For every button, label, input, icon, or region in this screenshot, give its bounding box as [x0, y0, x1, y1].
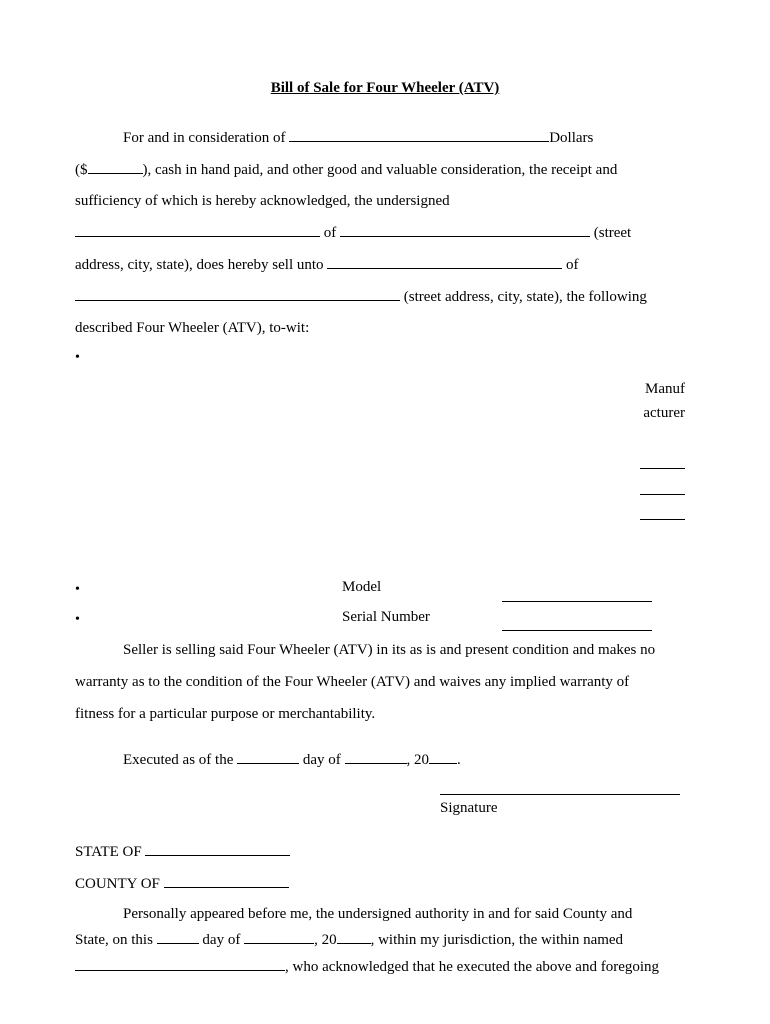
- text-segment: day of: [199, 932, 244, 948]
- county-of-line: COUNTY OF: [75, 871, 695, 899]
- manufacturer-blank-stack: [75, 453, 695, 530]
- manufacturer-label: Manuf acturer: [75, 377, 695, 425]
- consideration-line-2: ($ ), cash in hand paid, and other good a…: [75, 157, 695, 185]
- text-segment: acturer: [643, 405, 685, 421]
- text-segment: address, city, state), does hereby sell …: [75, 257, 327, 273]
- text-segment: Executed as of the: [123, 752, 237, 768]
- blank-exec-day[interactable]: [237, 749, 299, 763]
- blank-notary-month[interactable]: [244, 930, 314, 944]
- text-segment: ($: [75, 162, 88, 178]
- blank-amount-words[interactable]: [289, 128, 549, 142]
- buyer-line-2: (street address, city, state), the follo…: [75, 284, 695, 312]
- text-segment: (street address, city, state), the follo…: [400, 289, 647, 305]
- text-segment: day of: [299, 752, 344, 768]
- blank-notary-name[interactable]: [75, 956, 285, 970]
- text-segment: of: [320, 225, 340, 241]
- text-segment: , who acknowledged that he executed the …: [285, 959, 659, 975]
- blank-exec-month[interactable]: [345, 749, 407, 763]
- blank-buyer-name[interactable]: [327, 255, 562, 269]
- consideration-line-3: sufficiency of which is hereby acknowled…: [75, 188, 695, 216]
- blank-county[interactable]: [164, 874, 289, 888]
- notary-line-3: , who acknowledged that he executed the …: [75, 956, 695, 979]
- blank-model[interactable]: [502, 587, 652, 601]
- blank-amount-numeric[interactable]: [88, 159, 143, 173]
- text-segment: STATE OF: [75, 844, 145, 860]
- blank-manufacturer-2[interactable]: [640, 481, 685, 495]
- to-wit-line: described Four Wheeler (ATV), to-wit:: [75, 315, 695, 343]
- blank-signature-line[interactable]: [440, 780, 680, 795]
- document-title: Bill of Sale for Four Wheeler (ATV): [75, 75, 695, 103]
- text-segment: State, on this: [75, 932, 157, 948]
- state-of-line: STATE OF: [75, 839, 695, 867]
- blank-serial[interactable]: [502, 617, 652, 631]
- signature-label: Signature: [440, 795, 695, 823]
- warranty-line-3: fitness for a particular purpose or merc…: [75, 701, 695, 729]
- notary-line-1: Personally appeared before me, the under…: [75, 903, 695, 926]
- text-segment: Dollars: [549, 130, 593, 146]
- text-segment: Manuf: [645, 381, 685, 397]
- text-segment: .: [457, 752, 461, 768]
- text-segment: For and in consideration of: [123, 130, 289, 146]
- warranty-line-1: Seller is selling said Four Wheeler (ATV…: [75, 637, 695, 665]
- blank-notary-year[interactable]: [337, 930, 371, 944]
- serial-row: • Serial Number: [75, 604, 695, 632]
- blank-manufacturer-1[interactable]: [640, 455, 685, 469]
- text-segment: (street: [590, 225, 631, 241]
- executed-line: Executed as of the day of , 20.: [75, 747, 695, 775]
- bullet-marker: •: [75, 579, 87, 601]
- blank-exec-year[interactable]: [429, 749, 457, 763]
- serial-label: Serial Number: [342, 604, 502, 632]
- blank-notary-day[interactable]: [157, 930, 199, 944]
- text-segment: COUNTY OF: [75, 876, 164, 892]
- text-segment: , within my jurisdiction, the within nam…: [371, 932, 623, 948]
- text-segment: , 20: [407, 752, 430, 768]
- consideration-line-1: For and in consideration of Dollars: [75, 125, 695, 153]
- blank-seller-name[interactable]: [75, 223, 320, 237]
- notary-line-2: State, on this day of , 20 , within my ju…: [75, 929, 695, 952]
- blank-buyer-address[interactable]: [75, 286, 400, 300]
- bullet-marker: •: [75, 609, 87, 631]
- blank-seller-address[interactable]: [340, 223, 590, 237]
- state-county-block: STATE OF COUNTY OF: [75, 839, 695, 899]
- bullet-marker: •: [75, 347, 695, 369]
- text-segment: of: [562, 257, 578, 273]
- model-label: Model: [342, 574, 502, 602]
- seller-line: of (street: [75, 220, 695, 248]
- model-row: • Model: [75, 574, 695, 602]
- buyer-line-1: address, city, state), does hereby sell …: [75, 252, 695, 280]
- blank-manufacturer-3[interactable]: [640, 506, 685, 520]
- text-segment: ), cash in hand paid, and other good and…: [143, 162, 618, 178]
- text-segment: , 20: [314, 932, 337, 948]
- warranty-line-2: warranty as to the condition of the Four…: [75, 669, 695, 697]
- signature-block: Signature: [75, 780, 695, 823]
- blank-state[interactable]: [145, 842, 290, 856]
